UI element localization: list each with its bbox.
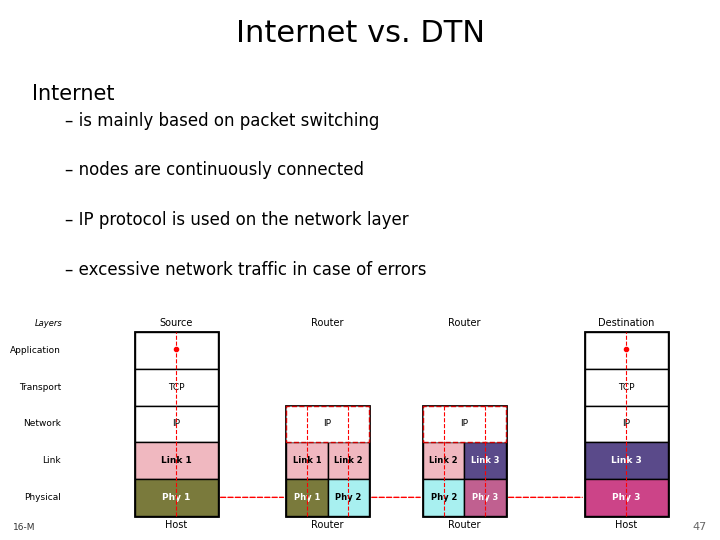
- Text: Link 2: Link 2: [334, 456, 363, 465]
- Text: Destination: Destination: [598, 318, 654, 328]
- Bar: [423, 479, 464, 516]
- Text: 47: 47: [693, 522, 707, 532]
- Text: Phy 3: Phy 3: [472, 493, 498, 502]
- Bar: [135, 442, 218, 479]
- Text: Router: Router: [311, 520, 344, 530]
- Text: Source: Source: [160, 318, 193, 328]
- Text: Network: Network: [23, 420, 61, 428]
- Bar: [585, 332, 668, 369]
- Bar: [287, 479, 328, 516]
- Text: Internet vs. DTN: Internet vs. DTN: [235, 19, 485, 48]
- Text: – nodes are continuously connected: – nodes are continuously connected: [65, 161, 364, 179]
- Text: Layers: Layers: [35, 319, 63, 328]
- Text: Link 1: Link 1: [161, 456, 192, 465]
- Text: Link 2: Link 2: [429, 456, 458, 465]
- Bar: [328, 442, 369, 479]
- Text: – excessive network traffic in case of errors: – excessive network traffic in case of e…: [65, 261, 426, 279]
- Bar: [585, 369, 668, 406]
- Text: IP: IP: [460, 420, 469, 428]
- Text: Router: Router: [311, 318, 344, 328]
- Text: 16-M: 16-M: [13, 523, 35, 532]
- Bar: [464, 479, 505, 516]
- Text: Link: Link: [42, 456, 61, 465]
- Bar: [135, 369, 218, 406]
- Text: Router: Router: [448, 520, 481, 530]
- Text: – IP protocol is used on the network layer: – IP protocol is used on the network lay…: [65, 211, 408, 229]
- Text: IP: IP: [622, 420, 631, 428]
- Bar: [585, 406, 668, 442]
- Bar: [287, 442, 328, 479]
- Text: IP: IP: [172, 420, 181, 428]
- Text: Internet: Internet: [32, 84, 115, 104]
- Bar: [135, 332, 218, 516]
- Text: Host: Host: [616, 520, 637, 530]
- Text: Phy 2: Phy 2: [335, 493, 361, 502]
- Bar: [287, 406, 369, 442]
- Text: Host: Host: [166, 520, 187, 530]
- Bar: [423, 442, 464, 479]
- Bar: [585, 479, 668, 516]
- Bar: [135, 406, 218, 442]
- Bar: [328, 479, 369, 516]
- Bar: [423, 406, 505, 516]
- Text: Phy 1: Phy 1: [294, 493, 320, 502]
- Text: Physical: Physical: [24, 493, 61, 502]
- Bar: [135, 479, 218, 516]
- Text: Link 3: Link 3: [611, 456, 642, 465]
- Bar: [135, 332, 218, 369]
- Text: Phy 3: Phy 3: [612, 493, 641, 502]
- Text: IP: IP: [323, 420, 332, 428]
- Text: – is mainly based on packet switching: – is mainly based on packet switching: [65, 112, 379, 130]
- Text: Transport: Transport: [19, 383, 61, 391]
- Text: Application: Application: [10, 346, 61, 355]
- Text: TCP: TCP: [618, 383, 634, 391]
- Text: Link 3: Link 3: [471, 456, 500, 465]
- Bar: [464, 442, 505, 479]
- Bar: [287, 406, 369, 516]
- Bar: [585, 442, 668, 479]
- Bar: [423, 406, 505, 442]
- Text: Phy 2: Phy 2: [431, 493, 457, 502]
- Text: Phy 1: Phy 1: [162, 493, 191, 502]
- Text: Router: Router: [448, 318, 481, 328]
- Bar: [585, 332, 668, 516]
- Text: Link 1: Link 1: [292, 456, 321, 465]
- Text: TCP: TCP: [168, 383, 184, 391]
